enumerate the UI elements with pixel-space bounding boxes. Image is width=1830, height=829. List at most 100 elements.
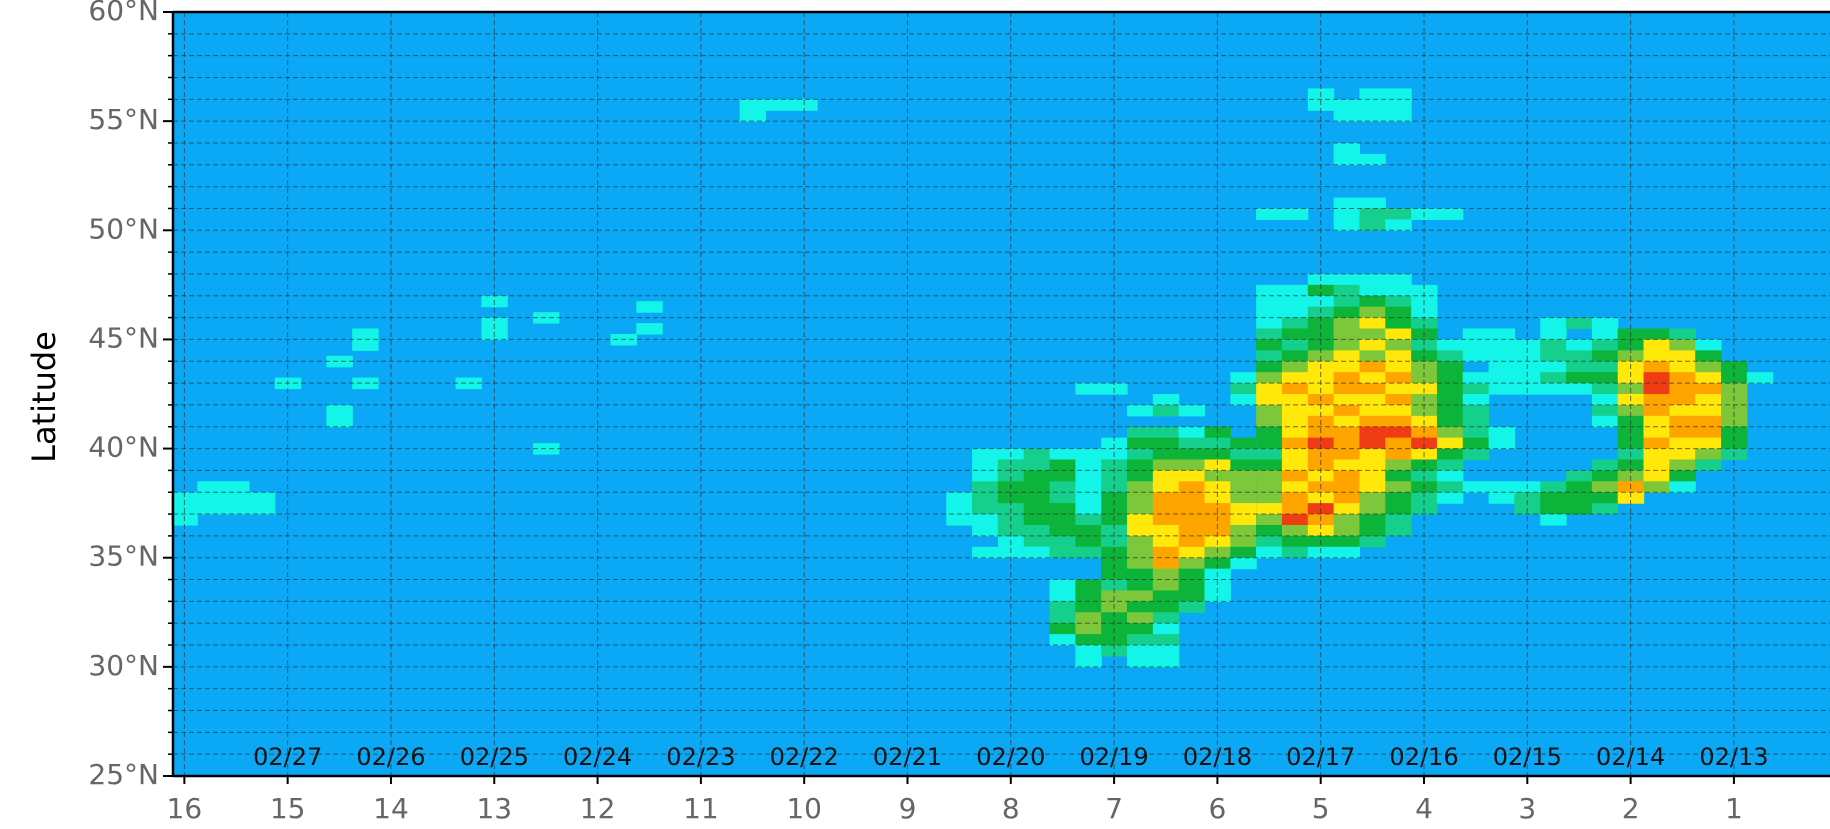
heatmap-cell: [1643, 361, 1670, 373]
heatmap-cell: [1359, 459, 1386, 471]
heatmap-cell: [1075, 535, 1102, 548]
heatmap-cell: [1075, 524, 1102, 537]
heatmap-cell: [1540, 481, 1567, 493]
heatmap-cell: [1333, 546, 1361, 559]
heatmap-cell: [1411, 372, 1438, 384]
heatmap-cell: [1669, 459, 1696, 471]
heatmap-cell: [1256, 470, 1283, 482]
heatmap-cell: [1643, 481, 1670, 493]
heatmap-cell: [765, 99, 792, 111]
heatmap-cell: [1281, 535, 1309, 548]
heatmap-cell: [1178, 470, 1206, 482]
heatmap-cell: [1540, 383, 1567, 395]
x-tick-label: 8: [1002, 792, 1020, 825]
date-label: 02/13: [1699, 743, 1768, 771]
heatmap-cell: [197, 481, 224, 493]
heatmap-cell: [1204, 557, 1231, 570]
heatmap-cell: [1307, 372, 1335, 384]
heatmap-cell: [1230, 437, 1257, 450]
date-label: 02/23: [666, 743, 735, 771]
heatmap-cell: [481, 317, 508, 330]
heatmap-cell: [1230, 481, 1257, 493]
heatmap-cell: [1643, 328, 1670, 341]
heatmap-cell: [1152, 579, 1180, 592]
heatmap-cell: [1178, 546, 1206, 559]
heatmap-cell: [1230, 535, 1257, 548]
heatmap-cell: [1540, 503, 1567, 515]
heatmap-cell: [946, 503, 973, 515]
heatmap-cell: [1669, 339, 1696, 351]
heatmap-cell: [1256, 317, 1283, 330]
heatmap-cell: [1333, 197, 1361, 210]
heatmap-cell: [1101, 437, 1128, 450]
heatmap-cell: [1075, 579, 1102, 592]
plot-area: [171, 12, 1830, 776]
date-label: 02/21: [873, 743, 942, 771]
heatmap-cell: [1385, 317, 1412, 330]
heatmap-cell: [1436, 394, 1464, 406]
heatmap-cell: [1023, 514, 1051, 526]
heatmap-cell: [1256, 284, 1283, 297]
heatmap-cell: [1411, 437, 1438, 450]
heatmap-cell: [1178, 568, 1206, 581]
heatmap-cell: [455, 377, 482, 390]
heatmap-cell: [1488, 481, 1516, 493]
heatmap-cell: [1359, 350, 1386, 362]
heatmap-cell: [1049, 448, 1076, 461]
heatmap-cell: [1359, 404, 1386, 417]
heatmap-cell: [1256, 503, 1283, 515]
heatmap-cell: [1385, 350, 1412, 362]
heatmap-cell: [1540, 372, 1567, 384]
heatmap-cell: [1385, 514, 1412, 526]
heatmap-cell: [1075, 503, 1102, 515]
heatmap-cell: [1540, 328, 1567, 341]
heatmap-cell: [1643, 372, 1670, 384]
heatmap-cell: [1281, 470, 1309, 482]
heatmap-cell: [1643, 426, 1670, 439]
heatmap-cell: [1359, 437, 1386, 450]
heatmap-cell: [1385, 492, 1412, 504]
heatmap-cell: [1643, 459, 1670, 471]
heatmap-cell: [1643, 437, 1670, 450]
heatmap-cell: [248, 503, 276, 515]
date-label: 02/19: [1080, 743, 1149, 771]
heatmap-cell: [1127, 612, 1154, 624]
heatmap-cell: [1540, 350, 1567, 362]
heatmap-cell: [1075, 590, 1102, 602]
heatmap-cell: [1411, 492, 1438, 504]
heatmap-cell: [1566, 481, 1593, 493]
heatmap-cell: [1333, 372, 1361, 384]
heatmap-cell: [1436, 350, 1464, 362]
heatmap-cell: [1256, 394, 1283, 406]
date-label: 02/16: [1389, 743, 1458, 771]
heatmap-cell: [1333, 99, 1361, 111]
heatmap-cell: [1669, 415, 1696, 428]
heatmap-cell: [997, 524, 1025, 537]
heatmap-cell: [1075, 655, 1102, 668]
heatmap-cell: [1230, 492, 1257, 504]
heatmap-cell: [1204, 459, 1231, 471]
heatmap-cell: [1385, 110, 1412, 122]
heatmap-cell: [1695, 415, 1722, 428]
heatmap-cell: [1307, 404, 1335, 417]
heatmap-cell: [1127, 557, 1154, 570]
heatmap-cell: [1385, 339, 1412, 351]
heatmap-cell: [1591, 415, 1619, 428]
heatmap-cell: [1281, 524, 1309, 537]
heatmap-cell: [1127, 503, 1154, 515]
x-tick-label: 11: [683, 792, 719, 825]
heatmap-cell: [1127, 655, 1154, 668]
heatmap-cell: [1436, 208, 1464, 220]
heatmap-cell: [1101, 612, 1128, 624]
heatmap-cell: [1152, 470, 1180, 482]
heatmap-cell: [1488, 383, 1516, 395]
heatmap-cell: [1230, 448, 1257, 461]
heatmap-cell: [972, 524, 999, 537]
heatmap-cell: [1075, 492, 1102, 504]
heatmap-cell: [1333, 383, 1361, 395]
heatmap-cell: [1462, 394, 1490, 406]
heatmap-cell: [352, 328, 379, 341]
heatmap-cell: [1695, 339, 1722, 351]
heatmap-cell: [1049, 634, 1076, 646]
